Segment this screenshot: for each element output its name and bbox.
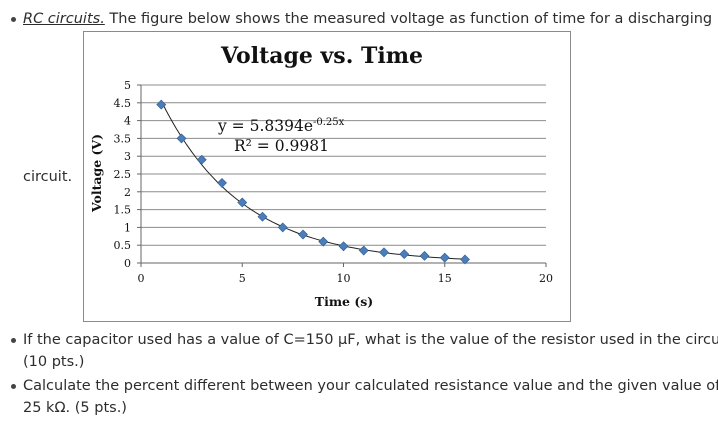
data-point xyxy=(419,250,430,261)
y-tick-label: 2.5 xyxy=(114,168,132,181)
data-point xyxy=(379,247,389,258)
voltage-time-chart: Voltage vs. Time 0 0.5 1 1.5 2 2.5 3 3.5 4 4.5 5 0 5… xyxy=(89,43,553,309)
x-tick-label: 0 xyxy=(138,272,145,285)
data-point xyxy=(196,154,207,165)
data-point xyxy=(277,222,288,233)
trendline-curve xyxy=(160,100,466,260)
x-tick-label: 10 xyxy=(337,272,351,285)
intro-line: RC circuits. The figure below shows the … xyxy=(23,9,718,29)
y-tick-label: 3.5 xyxy=(114,132,132,145)
question-1-line2: (10 pts.) xyxy=(23,354,85,370)
data-point xyxy=(217,177,227,188)
data-point xyxy=(318,236,329,247)
question-2-line2: 25 kΩ. (5 pts.) xyxy=(23,400,127,416)
chart-frame: Voltage vs. Time 0 0.5 1 1.5 2 2.5 3 3.5 4 4.5 5 0 5… xyxy=(83,31,571,322)
data-point xyxy=(237,197,248,208)
rc-circuits-link[interactable]: RC circuits. xyxy=(23,11,105,27)
y-tick-label: 4.5 xyxy=(114,97,132,110)
y-tick-label: 3 xyxy=(124,150,131,163)
y-tick-label: 5 xyxy=(124,79,131,92)
x-axis-label: Time (s) xyxy=(315,294,373,309)
data-point xyxy=(439,252,450,263)
x-tick-label: 20 xyxy=(539,272,553,285)
data-point xyxy=(460,254,470,265)
bullet-dot xyxy=(11,338,16,343)
data-point xyxy=(358,245,369,256)
data-point xyxy=(156,99,167,110)
trendline-exponent: -0.25x xyxy=(313,117,345,128)
data-point xyxy=(176,133,187,144)
trendline-equation: y = 5.8394e-0.25x xyxy=(217,117,345,135)
bullet-dot xyxy=(11,17,16,22)
y-tick-label: 1 xyxy=(124,221,131,234)
x-tick-label: 15 xyxy=(438,272,452,285)
y-tick-label: 4 xyxy=(124,115,131,128)
y-tick-label: 2 xyxy=(124,186,131,199)
question-2-line1: Calculate the percent different between … xyxy=(23,378,718,394)
question-1-line1: If the capacitor used has a value of C=1… xyxy=(23,332,718,348)
x-tick-label: 5 xyxy=(239,272,246,285)
intro-text: The figure below shows the measured volt… xyxy=(104,11,718,27)
y-tick-label: 0 xyxy=(124,257,131,270)
y-tick-label: 1.5 xyxy=(114,204,132,217)
trendline-r2: R² = 0.9981 xyxy=(234,137,329,155)
y-tick-label: 0.5 xyxy=(114,239,132,252)
data-point xyxy=(338,241,349,252)
data-point xyxy=(298,229,308,240)
bullet-dot xyxy=(11,384,16,389)
data-point xyxy=(257,211,268,222)
intro-continuation: circuit. xyxy=(23,169,73,185)
y-axis-label: Voltage (V) xyxy=(89,134,104,213)
chart-title: Voltage vs. Time xyxy=(220,43,423,69)
data-point xyxy=(399,249,410,260)
